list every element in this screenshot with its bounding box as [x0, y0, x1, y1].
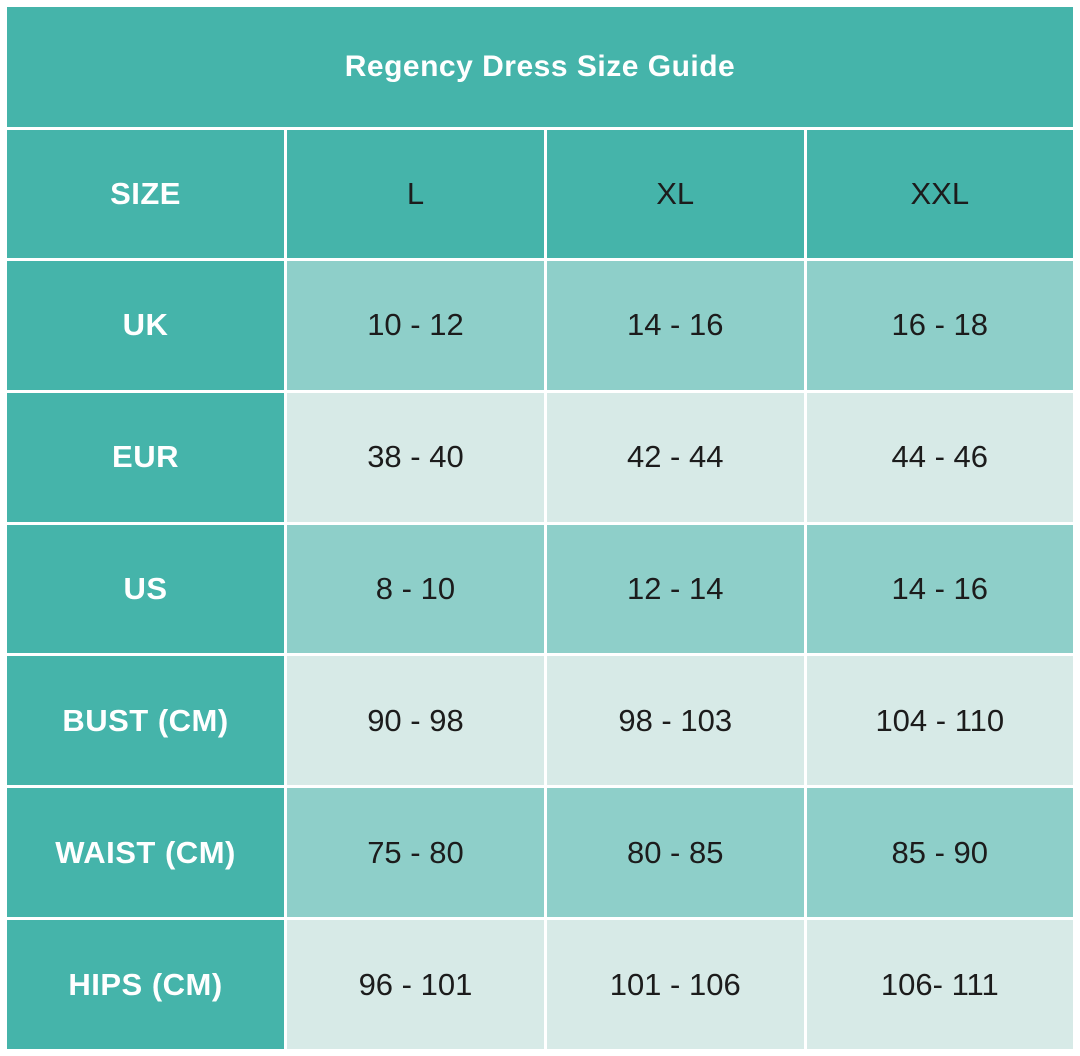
cell-waist-l: 75 - 80 — [284, 785, 547, 921]
size-header-cell: SIZE — [3, 127, 288, 261]
column-header-xxl: XXL — [803, 127, 1077, 261]
table-row-waist: WAIST (CM) 75 - 80 80 - 85 85 - 90 — [3, 785, 1077, 921]
row-label-bust: BUST (CM) — [3, 653, 288, 789]
row-label-eur: EUR — [3, 389, 288, 525]
table-title: Regency Dress Size Guide — [4, 4, 1076, 130]
row-label-waist: WAIST (CM) — [3, 785, 288, 921]
cell-eur-xl: 42 - 44 — [543, 389, 807, 525]
header-row: SIZE L XL XXL — [3, 127, 1077, 261]
cell-uk-l: 10 - 12 — [284, 258, 547, 393]
table-row-eur: EUR 38 - 40 42 - 44 44 - 46 — [3, 389, 1077, 525]
column-header-l: L — [284, 127, 547, 261]
cell-hips-xxl: 106- 111 — [803, 917, 1077, 1052]
cell-us-l: 8 - 10 — [284, 521, 547, 657]
cell-uk-xxl: 16 - 18 — [803, 258, 1077, 393]
table-row-us: US 8 - 10 12 - 14 14 - 16 — [3, 521, 1077, 657]
cell-us-xl: 12 - 14 — [543, 521, 807, 657]
cell-us-xxl: 14 - 16 — [803, 521, 1077, 657]
row-label-us: US — [3, 521, 288, 657]
column-header-xl: XL — [543, 127, 807, 261]
cell-bust-xl: 98 - 103 — [543, 653, 807, 789]
cell-eur-xxl: 44 - 46 — [803, 389, 1077, 525]
cell-hips-xl: 101 - 106 — [543, 917, 807, 1052]
cell-bust-l: 90 - 98 — [284, 653, 547, 789]
table-row-bust: BUST (CM) 90 - 98 98 - 103 104 - 110 — [3, 653, 1077, 789]
row-label-uk: UK — [3, 258, 288, 393]
row-label-hips: HIPS (CM) — [3, 917, 288, 1052]
table-row-hips: HIPS (CM) 96 - 101 101 - 106 106- 111 — [3, 917, 1077, 1052]
title-row: Regency Dress Size Guide — [4, 4, 1076, 130]
cell-uk-xl: 14 - 16 — [543, 258, 807, 393]
cell-waist-xl: 80 - 85 — [543, 785, 807, 921]
cell-waist-xxl: 85 - 90 — [803, 785, 1077, 921]
cell-bust-xxl: 104 - 110 — [803, 653, 1077, 789]
table-row-uk: UK 10 - 12 14 - 16 16 - 18 — [3, 258, 1077, 393]
cell-hips-l: 96 - 101 — [284, 917, 547, 1052]
cell-eur-l: 38 - 40 — [284, 389, 547, 525]
size-guide-table: Regency Dress Size Guide SIZE L XL XXL U… — [3, 4, 1077, 1052]
